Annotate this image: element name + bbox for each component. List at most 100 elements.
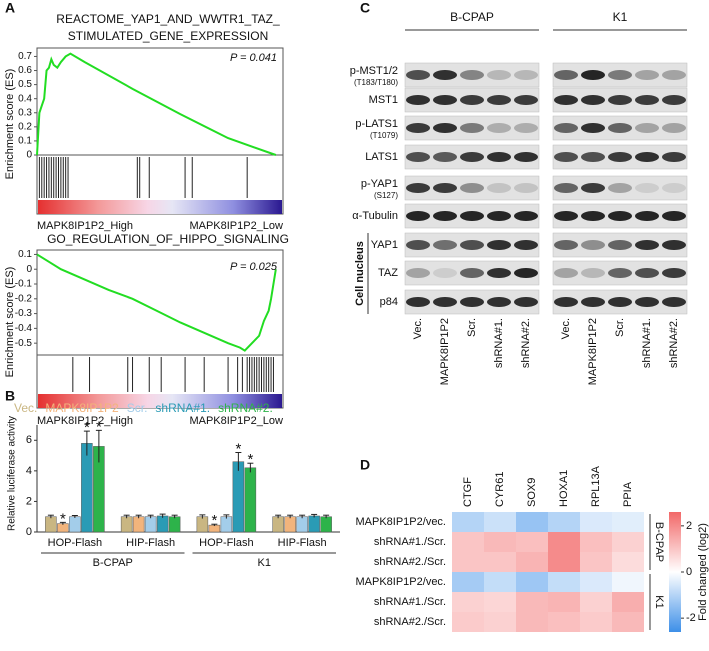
heatmap-cell — [612, 552, 644, 572]
heatmap-cell — [580, 572, 612, 592]
heatmap-cell — [516, 612, 548, 632]
y-tick-label: -0.5 — [15, 338, 33, 349]
band — [406, 123, 430, 133]
legend-entry: Vec. — [14, 401, 37, 415]
y-tick-label: 0.3 — [18, 107, 32, 118]
heatmap-cell — [612, 592, 644, 612]
band — [514, 297, 538, 307]
rank-label: MAPK8IP1P2_Low — [189, 220, 283, 232]
band — [433, 123, 457, 133]
band — [406, 297, 430, 307]
row-label: shRNA#1./Scr. — [374, 596, 446, 608]
lane-label: shRNA#1. — [493, 318, 505, 368]
band — [487, 70, 511, 80]
heatmap-cell — [484, 552, 516, 572]
significance: * — [211, 512, 217, 529]
colorbar-tick-label: 0 — [686, 566, 692, 578]
heatmap-cell — [612, 572, 644, 592]
x-tick-label: HOP-Flash — [199, 537, 253, 549]
band — [554, 211, 578, 221]
bar — [132, 516, 145, 533]
heatmap-cell — [452, 572, 484, 592]
band — [406, 152, 430, 162]
error-bar — [199, 514, 206, 519]
band — [662, 211, 686, 221]
column-label: CYR61 — [494, 472, 506, 507]
x-tick-label: HIP-Flash — [278, 537, 327, 549]
colorbar-label: Fold changed (log2) — [697, 523, 709, 621]
band — [433, 240, 457, 250]
band — [433, 268, 457, 278]
group-label: K1 — [653, 595, 665, 608]
y-tick-label: -0.3 — [15, 308, 33, 319]
bar — [69, 516, 81, 533]
bar — [220, 516, 233, 533]
band — [581, 152, 605, 162]
panel-label: A — [5, 0, 15, 16]
bar — [168, 516, 181, 533]
error-bar — [311, 513, 318, 518]
band — [554, 183, 578, 193]
bar — [81, 443, 93, 533]
band — [635, 240, 659, 250]
heatmap-cell — [452, 532, 484, 552]
significance: * — [247, 451, 253, 468]
band — [662, 297, 686, 307]
band — [487, 95, 511, 105]
y-tick-label: -0.2 — [15, 293, 33, 304]
blot-group-label: B-CPAP — [450, 10, 494, 24]
bar — [272, 516, 284, 533]
row-label: α-Tubulin — [352, 210, 398, 222]
heatmap-cell — [452, 552, 484, 572]
band — [635, 211, 659, 221]
row-label: MST1 — [369, 94, 398, 106]
x-tick-label: HOP-Flash — [48, 537, 102, 549]
row-label: LATS1 — [365, 151, 398, 163]
band — [487, 183, 511, 193]
significance: * — [235, 440, 241, 457]
band — [487, 211, 511, 221]
lane-label: Scr. — [466, 318, 478, 337]
band — [608, 297, 632, 307]
band — [635, 70, 659, 80]
band — [554, 268, 578, 278]
band — [406, 183, 430, 193]
band — [433, 183, 457, 193]
band — [581, 123, 605, 133]
band — [487, 268, 511, 278]
heatmap-cell — [484, 592, 516, 612]
band — [662, 240, 686, 250]
heatmap-cell — [548, 572, 580, 592]
column-label: RPL13A — [590, 465, 602, 507]
band — [514, 70, 538, 80]
legend-entry: shRNA#1. — [155, 401, 210, 415]
band — [581, 95, 605, 105]
y-tick-label: 0.7 — [18, 51, 32, 62]
bar — [196, 516, 209, 533]
rank-label: MAPK8IP1P2_Low — [189, 415, 283, 427]
column-label: CTGF — [462, 477, 474, 507]
y-tick-label: 0.4 — [18, 93, 32, 104]
heatmap-cell — [548, 512, 580, 532]
band — [662, 123, 686, 133]
lane-label: shRNA#1. — [641, 318, 653, 368]
error-bar — [247, 462, 254, 473]
heatmap-cell — [612, 532, 644, 552]
group-label: B-CPAP — [93, 557, 133, 569]
error-bar — [323, 514, 330, 519]
heatmap-cell — [452, 612, 484, 632]
y-axis-label: Enrichment score (ES) — [4, 267, 16, 378]
band — [433, 211, 457, 221]
y-tick-label: 2 — [26, 495, 32, 507]
band — [433, 95, 457, 105]
group-label: B-CPAP — [653, 522, 665, 562]
error-bar — [235, 452, 242, 471]
band — [514, 268, 538, 278]
row-label: shRNA#1./Scr. — [374, 536, 446, 548]
lane-label: MAPK8IP1P2 — [439, 318, 451, 385]
band — [433, 297, 457, 307]
band — [406, 268, 430, 278]
band — [581, 183, 605, 193]
heatmap-cell — [484, 572, 516, 592]
es-curve — [36, 52, 277, 156]
